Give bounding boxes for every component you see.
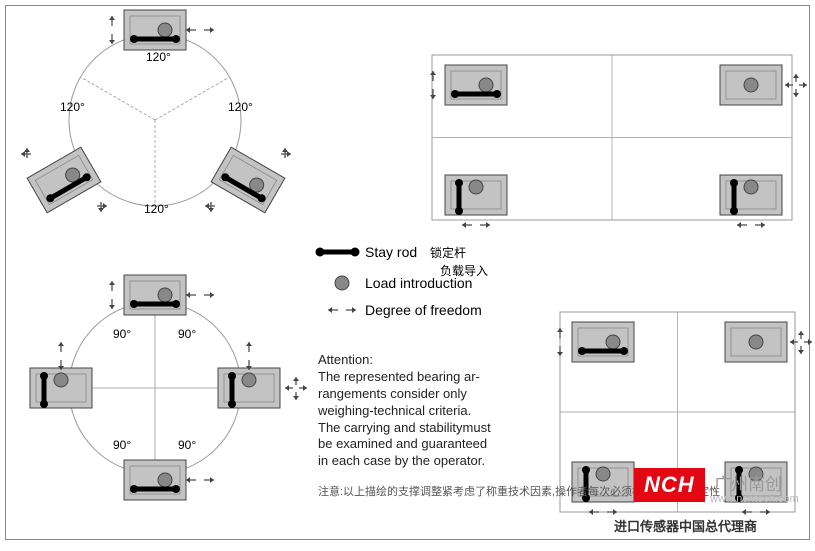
attn-l5: be examined and guaranteed (318, 436, 491, 453)
angle-label: 90° (113, 438, 131, 452)
angle-label: 120° (228, 100, 253, 114)
angle-label: 120° (60, 100, 85, 114)
legend-dof: Degree of freedom (365, 302, 482, 318)
attn-l4: The carrying and stabilitymust (318, 420, 491, 437)
attn-l6: in each case by the operator. (318, 453, 491, 470)
angle-label: 90° (178, 438, 196, 452)
attn-l1: The represented bearing ar- (318, 369, 491, 386)
angle-label: 90° (178, 327, 196, 341)
nch-cn: 广州南创 (714, 470, 782, 495)
legend-stay-rod: Stay rod (365, 244, 417, 260)
legend-load: Load introduction (365, 275, 472, 291)
attention-block: Attention: The represented bearing ar- r… (318, 352, 491, 470)
angle-label: 90° (113, 327, 131, 341)
legend-stay-rod-cn: 锁定杆 (430, 244, 466, 261)
attn-l3: weighing-technical criteria. (318, 403, 491, 420)
angle-label: 120° (146, 50, 171, 64)
attn-l2: rangements consider only (318, 386, 491, 403)
nch-agent: 进口传感器中国总代理商 (614, 516, 757, 535)
attn-head: Attention: (318, 352, 491, 369)
nch-url: www.nchtech.com (710, 493, 799, 505)
nch-logo: NCH (634, 468, 705, 502)
angle-label: 120° (144, 202, 169, 216)
